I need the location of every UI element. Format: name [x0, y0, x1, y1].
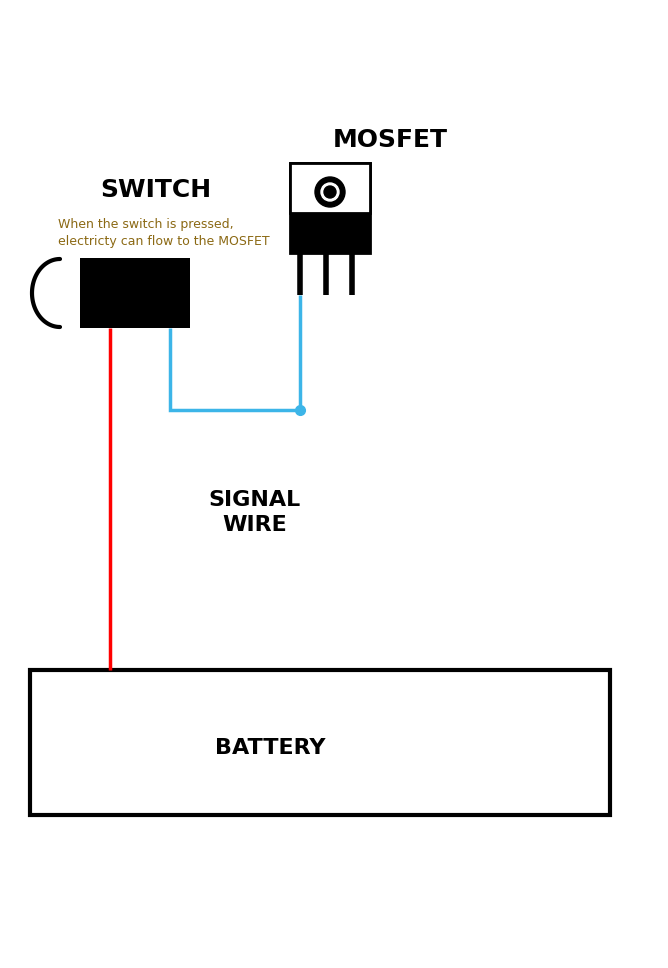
Text: MOSFET: MOSFET [333, 128, 448, 152]
Circle shape [324, 186, 336, 198]
Text: BATTERY: BATTERY [214, 738, 325, 758]
Bar [80, 258, 190, 328]
Text: SWITCH: SWITCH [100, 178, 211, 202]
Text: SIGNAL
WIRE: SIGNAL WIRE [209, 490, 301, 534]
Bar [30, 670, 610, 815]
Circle shape [315, 177, 345, 207]
Circle shape [321, 183, 339, 201]
Bar [290, 163, 370, 253]
Text: When the switch is pressed,
electricty can flow to the MOSFET: When the switch is pressed, electricty c… [58, 218, 270, 248]
Bar [290, 163, 370, 213]
